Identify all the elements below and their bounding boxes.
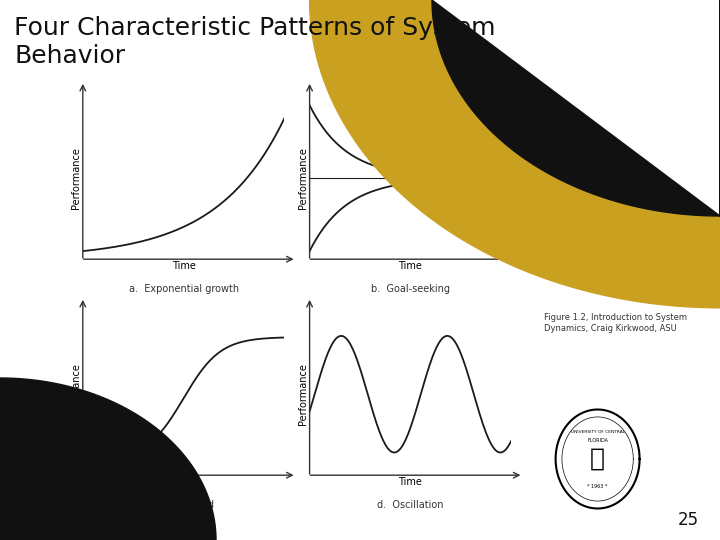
Text: a.  Exponential growth: a. Exponential growth: [129, 284, 238, 294]
X-axis label: Time: Time: [398, 261, 423, 271]
Text: UNIVERSITY OF CENTRAL: UNIVERSITY OF CENTRAL: [570, 430, 625, 434]
Y-axis label: Performance: Performance: [71, 363, 81, 425]
Y-axis label: Performance: Performance: [298, 363, 308, 425]
Text: d.  Oscillation: d. Oscillation: [377, 500, 444, 510]
X-axis label: Time: Time: [171, 477, 196, 487]
Text: FLORIDA: FLORIDA: [587, 438, 608, 443]
Text: c.  S-shaped: c. S-shaped: [153, 500, 214, 510]
Y-axis label: Performance: Performance: [71, 147, 81, 209]
Text: Figure 1.2, Introduction to System
Dynamics, Craig Kirkwood, ASU: Figure 1.2, Introduction to System Dynam…: [544, 313, 687, 333]
Text: Goal: Goal: [527, 173, 549, 183]
X-axis label: Time: Time: [171, 261, 196, 271]
Text: 25: 25: [678, 511, 698, 529]
Text: b.  Goal-seeking: b. Goal-seeking: [371, 284, 450, 294]
Text: 🦅: 🦅: [590, 447, 605, 471]
Y-axis label: Performance: Performance: [298, 147, 308, 209]
Text: * 1963 *: * 1963 *: [588, 484, 608, 489]
X-axis label: Time: Time: [398, 477, 423, 487]
Text: Four Characteristic Patterns of System
Behavior: Four Characteristic Patterns of System B…: [14, 16, 496, 68]
